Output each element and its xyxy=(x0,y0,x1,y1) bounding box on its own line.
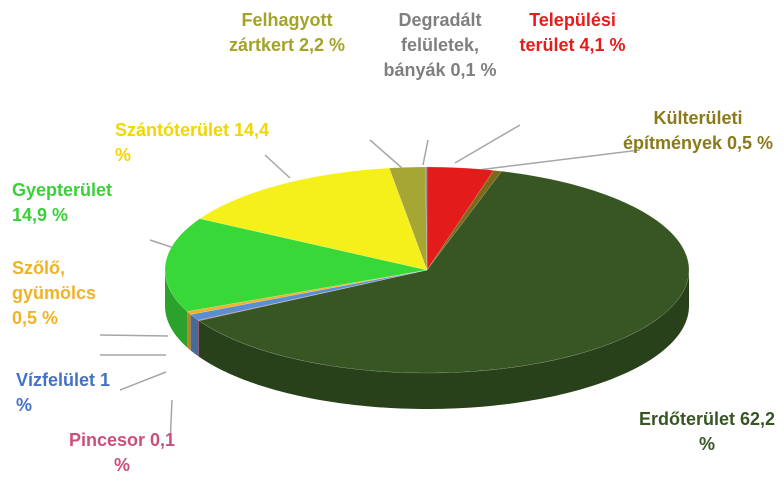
value-label: 62,2 % xyxy=(698,409,776,454)
category-label: Települési terület xyxy=(519,10,616,55)
slice-label: Szőlő, gyümölcs 0,5 % xyxy=(12,256,122,331)
slice-label: Erdőterület 62,2 % xyxy=(630,407,784,457)
category-label: Gyepterület xyxy=(12,180,113,200)
leader-line xyxy=(477,149,641,171)
slice-label: Degradált felületek, bányák 0,1 % xyxy=(376,8,504,83)
value-label: 2,2 % xyxy=(299,35,346,55)
slice xyxy=(426,166,495,271)
slice xyxy=(190,269,428,321)
leader-line xyxy=(369,139,403,169)
slice-label: Gyepterület 14,9 % xyxy=(12,178,142,228)
value-label: 0,5 % xyxy=(727,133,774,153)
slice xyxy=(388,166,428,271)
slice xyxy=(199,167,428,271)
category-label: Felhagyott zártkert xyxy=(228,10,333,55)
leader-line xyxy=(422,139,429,166)
value-label: 1 % xyxy=(16,370,111,415)
value-label: 0,5 % xyxy=(12,308,59,328)
category-label: Erdőterület xyxy=(638,409,735,429)
leader-line xyxy=(169,399,173,446)
slice-label: Települési terület 4,1 % xyxy=(515,8,630,58)
slice-label: Vízfelület 1 % xyxy=(16,368,126,418)
slice xyxy=(198,171,690,374)
slice xyxy=(164,218,428,312)
value-label: 4,1 % xyxy=(579,35,626,55)
category-label: Szőlő, gyümölcs xyxy=(12,258,97,303)
slice xyxy=(197,269,428,322)
value-label: 0,1 % xyxy=(113,430,176,475)
value-label: 14,9 % xyxy=(12,205,69,225)
category-label: Degradált felületek, bányák xyxy=(383,10,482,80)
slice-side xyxy=(198,320,200,357)
leader-line xyxy=(119,371,167,391)
slice-side xyxy=(165,270,188,348)
category-label: Külterületi építmények xyxy=(622,108,743,153)
leader-line xyxy=(264,154,291,179)
slice xyxy=(425,166,428,271)
category-label: Vízfelület xyxy=(16,370,96,390)
pie-top xyxy=(164,166,690,374)
slice-side xyxy=(199,270,690,409)
slice-label: Szántóterület 14,4 % xyxy=(115,118,275,168)
value-label: 0,1 % xyxy=(450,60,497,80)
pie-sides xyxy=(165,270,690,409)
slice-label: Felhagyott zártkert 2,2 % xyxy=(228,8,346,58)
slice-label: Pincesor 0,1 % xyxy=(62,428,182,478)
leader-line xyxy=(99,334,169,337)
category-label: Pincesor xyxy=(68,430,145,450)
leader-line xyxy=(454,124,521,164)
slice xyxy=(426,170,503,271)
slice-label: Külterületi építmények 0,5 % xyxy=(618,106,778,156)
slice-side xyxy=(190,314,199,357)
slice-side xyxy=(187,311,191,351)
category-label: Szántóterület xyxy=(115,120,230,140)
value-label: 14,4 % xyxy=(115,120,270,165)
